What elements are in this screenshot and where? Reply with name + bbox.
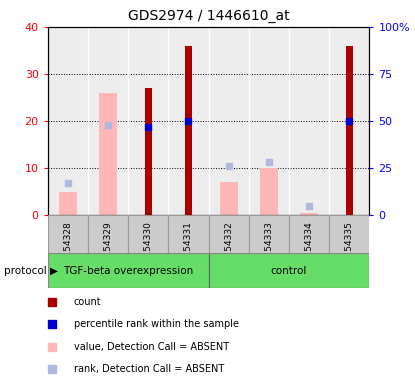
- Text: control: control: [271, 266, 307, 276]
- Text: rank, Detection Call = ABSENT: rank, Detection Call = ABSENT: [74, 364, 224, 374]
- Bar: [128, 27, 168, 215]
- Bar: [289, 27, 329, 215]
- Bar: [88, 215, 128, 253]
- Text: GSM154329: GSM154329: [103, 221, 112, 276]
- Bar: [209, 215, 249, 253]
- Title: GDS2974 / 1446610_at: GDS2974 / 1446610_at: [128, 9, 289, 23]
- Text: value, Detection Call = ABSENT: value, Detection Call = ABSENT: [74, 341, 229, 352]
- Text: TGF-beta overexpression: TGF-beta overexpression: [63, 266, 193, 276]
- Bar: [185, 46, 192, 215]
- Bar: [59, 192, 77, 215]
- Bar: [329, 27, 369, 215]
- Bar: [168, 27, 209, 215]
- Bar: [48, 253, 209, 288]
- Text: percentile rank within the sample: percentile rank within the sample: [74, 319, 239, 329]
- Text: GSM154335: GSM154335: [345, 221, 354, 276]
- Text: GSM154333: GSM154333: [264, 221, 273, 276]
- Text: GSM154332: GSM154332: [224, 221, 233, 276]
- Bar: [48, 27, 88, 215]
- Text: protocol ▶: protocol ▶: [4, 266, 58, 276]
- Bar: [289, 215, 329, 253]
- Bar: [249, 215, 289, 253]
- Bar: [220, 182, 238, 215]
- Bar: [260, 168, 278, 215]
- Bar: [209, 27, 249, 215]
- Bar: [329, 215, 369, 253]
- Bar: [249, 27, 289, 215]
- Text: count: count: [74, 297, 102, 308]
- Bar: [48, 215, 88, 253]
- Bar: [209, 253, 369, 288]
- Bar: [88, 27, 128, 215]
- Text: GSM154334: GSM154334: [305, 221, 314, 276]
- Bar: [346, 46, 353, 215]
- Bar: [168, 215, 209, 253]
- Bar: [128, 215, 168, 253]
- Bar: [99, 93, 117, 215]
- Text: GSM154331: GSM154331: [184, 221, 193, 276]
- Bar: [300, 213, 318, 215]
- Text: GSM154328: GSM154328: [63, 221, 72, 276]
- Bar: [144, 88, 152, 215]
- Text: GSM154330: GSM154330: [144, 221, 153, 276]
